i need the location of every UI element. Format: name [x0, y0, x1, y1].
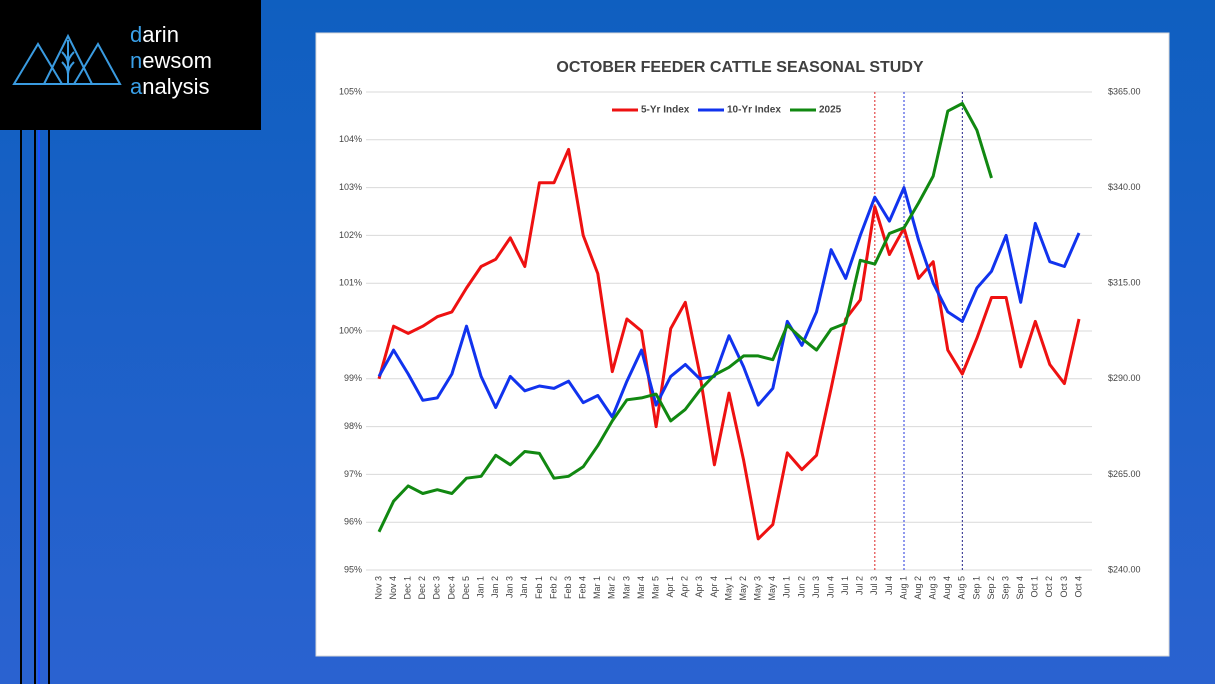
- x-tick-label: Mar 2: [607, 576, 617, 599]
- x-tick-label: Jul 3: [869, 576, 879, 595]
- x-tick-label: Jan 3: [505, 576, 515, 598]
- y2-tick-label: $290.00: [1108, 373, 1141, 383]
- x-tick-label: Apr 3: [694, 576, 704, 598]
- series-line: [377, 147, 1081, 541]
- y2-tick-label: $340.00: [1108, 182, 1141, 192]
- logo-box: [0, 0, 261, 130]
- y-tick-label: 103%: [339, 182, 362, 192]
- x-tick-label: Sep 3: [1000, 576, 1010, 600]
- stripe: [38, 130, 40, 684]
- logo-text: arin: [142, 22, 179, 47]
- logo-text: nalysis: [142, 74, 209, 99]
- x-tick-label: Feb 2: [548, 576, 558, 599]
- legend-label: 2025: [819, 105, 842, 116]
- y-tick-label: 100%: [339, 325, 362, 335]
- x-tick-label: Jul 1: [840, 576, 850, 595]
- x-tick-label: Aug 1: [898, 576, 908, 600]
- y-tick-label: 102%: [339, 230, 362, 240]
- stripe: [34, 130, 36, 684]
- logo-line: newsom: [130, 48, 212, 73]
- legend-label: 5-Yr Index: [641, 105, 690, 116]
- x-tick-label: Aug 5: [957, 576, 967, 600]
- x-tick-label: Mar 5: [650, 576, 660, 599]
- series-line: [377, 186, 1081, 419]
- logo-line: darin: [130, 22, 179, 47]
- logo-line: analysis: [130, 74, 210, 99]
- chart-panel: [315, 32, 1170, 657]
- x-tick-label: May 2: [738, 576, 748, 601]
- x-tick-label: Feb 4: [578, 576, 588, 599]
- x-tick-label: Apr 4: [709, 576, 719, 598]
- x-tick-label: Aug 2: [913, 576, 923, 600]
- y-tick-label: 101%: [339, 278, 362, 288]
- x-tick-label: Aug 4: [942, 576, 952, 600]
- x-tick-label: Dec 2: [417, 576, 427, 600]
- x-tick-label: Sep 4: [1015, 576, 1025, 600]
- y-tick-label: 96%: [344, 517, 362, 527]
- x-tick-label: Feb 3: [563, 576, 573, 599]
- logo-accent: d: [130, 22, 142, 47]
- x-tick-label: Mar 1: [592, 576, 602, 599]
- x-tick-label: Jun 1: [782, 576, 792, 598]
- x-tick-label: Oct 4: [1073, 576, 1083, 598]
- y2-tick-label: $365.00: [1108, 86, 1141, 96]
- x-tick-label: Oct 3: [1059, 576, 1069, 598]
- y-tick-label: 98%: [344, 421, 362, 431]
- x-tick-label: Jan 2: [490, 576, 500, 598]
- x-tick-label: Jun 2: [796, 576, 806, 598]
- x-tick-label: Jul 2: [855, 576, 865, 595]
- x-tick-label: Sep 2: [986, 576, 996, 600]
- x-tick-label: Dec 5: [461, 576, 471, 600]
- logo-text: ewsom: [142, 48, 212, 73]
- x-tick-label: Nov 4: [388, 576, 398, 600]
- x-tick-label: Oct 2: [1044, 576, 1054, 598]
- x-tick-label: May 3: [753, 576, 763, 601]
- x-tick-label: Apr 2: [680, 576, 690, 598]
- x-tick-label: May 1: [723, 576, 733, 601]
- x-tick-label: Dec 4: [446, 576, 456, 600]
- x-tick-label: Jul 4: [884, 576, 894, 595]
- x-tick-label: Mar 4: [636, 576, 646, 599]
- y2-tick-label: $315.00: [1108, 278, 1141, 288]
- y-tick-label: 104%: [339, 134, 362, 144]
- x-tick-label: Dec 3: [432, 576, 442, 600]
- x-tick-label: Mar 3: [621, 576, 631, 599]
- y2-tick-label: $240.00: [1108, 564, 1141, 574]
- y2-tick-label: $265.00: [1108, 469, 1141, 479]
- x-tick-label: Jun 4: [825, 576, 835, 598]
- x-tick-label: Dec 1: [403, 576, 413, 600]
- logo-accent: n: [130, 48, 142, 73]
- x-tick-label: Jan 4: [519, 576, 529, 598]
- x-tick-label: May 4: [767, 576, 777, 601]
- y-tick-label: 99%: [344, 373, 362, 383]
- x-tick-label: Jun 3: [811, 576, 821, 598]
- stripe: [20, 130, 22, 684]
- chart-title: OCTOBER FEEDER CATTLE SEASONAL STUDY: [556, 59, 923, 76]
- x-tick-label: Sep 1: [971, 576, 981, 600]
- legend-label: 10-Yr Index: [727, 105, 781, 116]
- stripe: [48, 130, 50, 684]
- x-tick-label: Apr 1: [665, 576, 675, 598]
- y-tick-label: 95%: [344, 564, 362, 574]
- y-tick-label: 97%: [344, 469, 362, 479]
- x-tick-label: Feb 1: [534, 576, 544, 599]
- logo-icon: [12, 33, 122, 85]
- x-tick-label: Oct 1: [1030, 576, 1040, 598]
- series-line: [377, 102, 993, 533]
- logo-accent: a: [130, 74, 143, 99]
- x-tick-label: Jan 1: [475, 576, 485, 598]
- x-tick-label: Aug 3: [928, 576, 938, 600]
- x-tick-label: Nov 3: [373, 576, 383, 600]
- y-tick-label: 105%: [339, 86, 362, 96]
